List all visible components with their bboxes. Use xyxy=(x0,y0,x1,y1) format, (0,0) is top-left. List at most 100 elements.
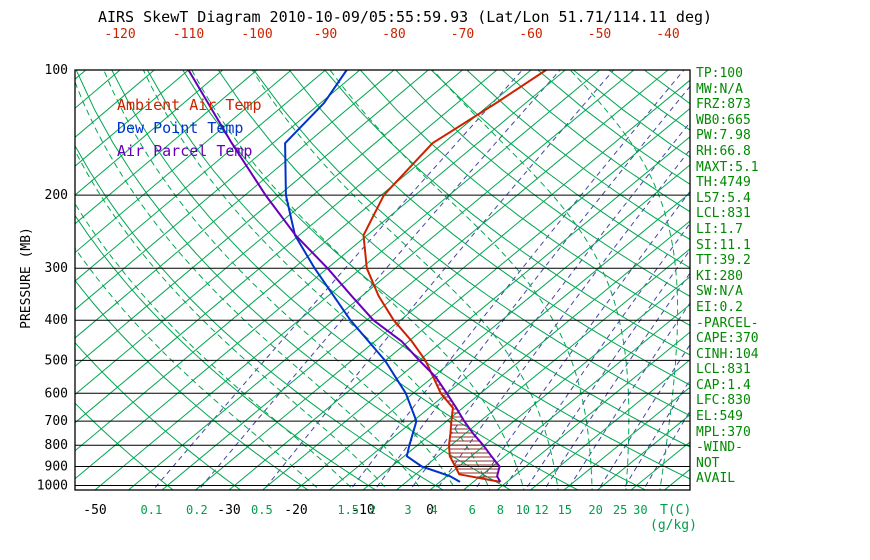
mixratio-tick-label: 25 xyxy=(613,503,627,517)
isotherm-line xyxy=(75,70,292,254)
pressure-tick-label: 600 xyxy=(45,386,68,401)
stats-line: TT:39.2 xyxy=(696,253,751,269)
moist-adiabat-lines xyxy=(75,70,679,490)
dry-adiabat-line xyxy=(430,70,690,269)
stats-line: LI:1.7 xyxy=(696,221,743,237)
mixratio-unit-label: (g/kg) xyxy=(650,518,697,533)
pressure-tick-label: 800 xyxy=(45,438,68,453)
stats-line: CAP:1.4 xyxy=(696,377,751,393)
ambient-air-temp-curve xyxy=(362,69,547,483)
dry-adiabat-line xyxy=(324,70,690,356)
dry-adiabat-line xyxy=(359,70,690,326)
isotherm-line xyxy=(597,414,690,490)
isotherm-line xyxy=(396,248,690,490)
dry-adiabat-line xyxy=(75,279,309,490)
stats-line: -PARCEL- xyxy=(696,315,759,331)
background-lines xyxy=(75,70,690,490)
dry-adiabat-line xyxy=(111,70,579,490)
top-temp-tick-label: -110 xyxy=(173,27,204,42)
pressure-tick-label: 100 xyxy=(45,63,68,78)
mixratio-tick-label: 10 xyxy=(516,503,530,517)
moist-adiabat-line xyxy=(75,149,389,490)
stats-line: TH:4749 xyxy=(696,175,751,191)
mixing-ratio-line xyxy=(502,222,690,490)
pressure-tick-label: 200 xyxy=(45,188,68,203)
moist-adiabat-line xyxy=(75,247,321,490)
pressure-lines xyxy=(75,69,690,486)
dry-adiabat-line xyxy=(217,70,690,448)
dry-adiabat-line xyxy=(75,341,242,490)
top-temp-tick-label: -100 xyxy=(241,27,272,42)
mixing-ratio-line xyxy=(524,249,690,490)
isotherm-line xyxy=(228,107,690,490)
stats-line: LFC:830 xyxy=(696,393,751,409)
mixratio-tick-label: 12 xyxy=(534,503,548,517)
isotherm-line xyxy=(463,303,690,490)
mixratio-tick-label: 6 xyxy=(469,503,476,517)
mixing-ratio-line xyxy=(198,70,561,490)
pressure-tick-label: 400 xyxy=(45,313,68,328)
mixratio-tick-label: 15 xyxy=(558,503,572,517)
bottom-temp-tick-label: -50 xyxy=(83,503,106,518)
stats-line: LCL:831 xyxy=(696,206,751,222)
moist-adiabat-line xyxy=(75,80,423,490)
top-temp-tick-label: -40 xyxy=(656,27,679,42)
stats-line: EL:549 xyxy=(696,409,743,425)
legend-item: Dew Point Temp xyxy=(117,119,244,137)
stats-panel: TP:100 MW:N/A FRZ:873 WB0:665 PW:7.98 RH:66.8… xyxy=(696,66,759,487)
top-temp-tick-label: -70 xyxy=(451,27,474,42)
mixing-ratio-line xyxy=(597,343,690,490)
pressure-axis-title: PRESSURE (MB) xyxy=(19,227,34,329)
stats-line: FRZ:873 xyxy=(696,97,751,113)
stats-line: SI:11.1 xyxy=(696,237,751,253)
mixratio-tick-label: 0.2 xyxy=(186,503,208,517)
moist-adiabat-line xyxy=(569,70,679,490)
top-temp-tick-label: -50 xyxy=(588,27,611,42)
stats-line: LCL:831 xyxy=(696,362,751,378)
mixratio-tick-label: 8 xyxy=(497,503,504,517)
stats-line: KI:280 xyxy=(696,268,743,284)
dry-adiabat-line xyxy=(75,214,377,490)
stats-line: PW:7.98 xyxy=(696,128,751,144)
dry-adiabat-line xyxy=(75,144,444,490)
moist-adiabat-line xyxy=(75,202,355,490)
dry-adiabat-line xyxy=(146,70,647,490)
dry-adiabat-line xyxy=(395,70,690,298)
top-temp-tick-label: -60 xyxy=(519,27,542,42)
mixing-ratio-line xyxy=(349,70,685,490)
mixratio-tick-label: 20 xyxy=(588,503,602,517)
mixing-ratio-line xyxy=(263,70,614,490)
stats-line: WB0:665 xyxy=(696,112,751,128)
dry-adiabat-lines xyxy=(75,70,690,490)
isotherm-line xyxy=(262,136,690,490)
moist-adiabat-line xyxy=(432,70,630,490)
pressure-tick-label: 500 xyxy=(45,353,68,368)
dry-adiabat-line xyxy=(182,70,690,480)
isotherm-line xyxy=(75,70,326,282)
stats-line: SW:N/A xyxy=(696,284,743,300)
mixratio-tick-label: 0.5 xyxy=(251,503,273,517)
isotherm-line xyxy=(75,70,361,311)
stats-line: MAXT:5.1 xyxy=(696,159,759,175)
pressure-tick-label: 1000 xyxy=(37,479,68,494)
mixratio-tick-label: 1.5 xyxy=(337,503,359,517)
dry-adiabat-line xyxy=(75,402,174,490)
stats-line: RH:66.8 xyxy=(696,143,751,159)
stats-line: -WIND- xyxy=(696,440,743,456)
mixratio-tick-label: 0.1 xyxy=(141,503,163,517)
bottom-temp-tick-label: -10 xyxy=(351,503,374,518)
isotherm-line xyxy=(195,79,690,490)
legend: Ambient Air Temp Dew Point Temp Air Parcel… xyxy=(117,94,262,163)
stats-line: CINH:104 xyxy=(696,346,759,362)
legend-item: Air Parcel Temp xyxy=(117,142,253,160)
isotherm-line xyxy=(496,331,690,490)
isotherm-line xyxy=(75,70,87,80)
isotherm-line xyxy=(75,70,224,196)
pressure-tick-label: 300 xyxy=(45,261,68,276)
stats-line: TP:100 xyxy=(696,66,743,81)
stats-line: EI:0.2 xyxy=(696,299,743,315)
isotherm-line xyxy=(429,276,690,490)
mixratio-tick-label: 3 xyxy=(404,503,411,517)
